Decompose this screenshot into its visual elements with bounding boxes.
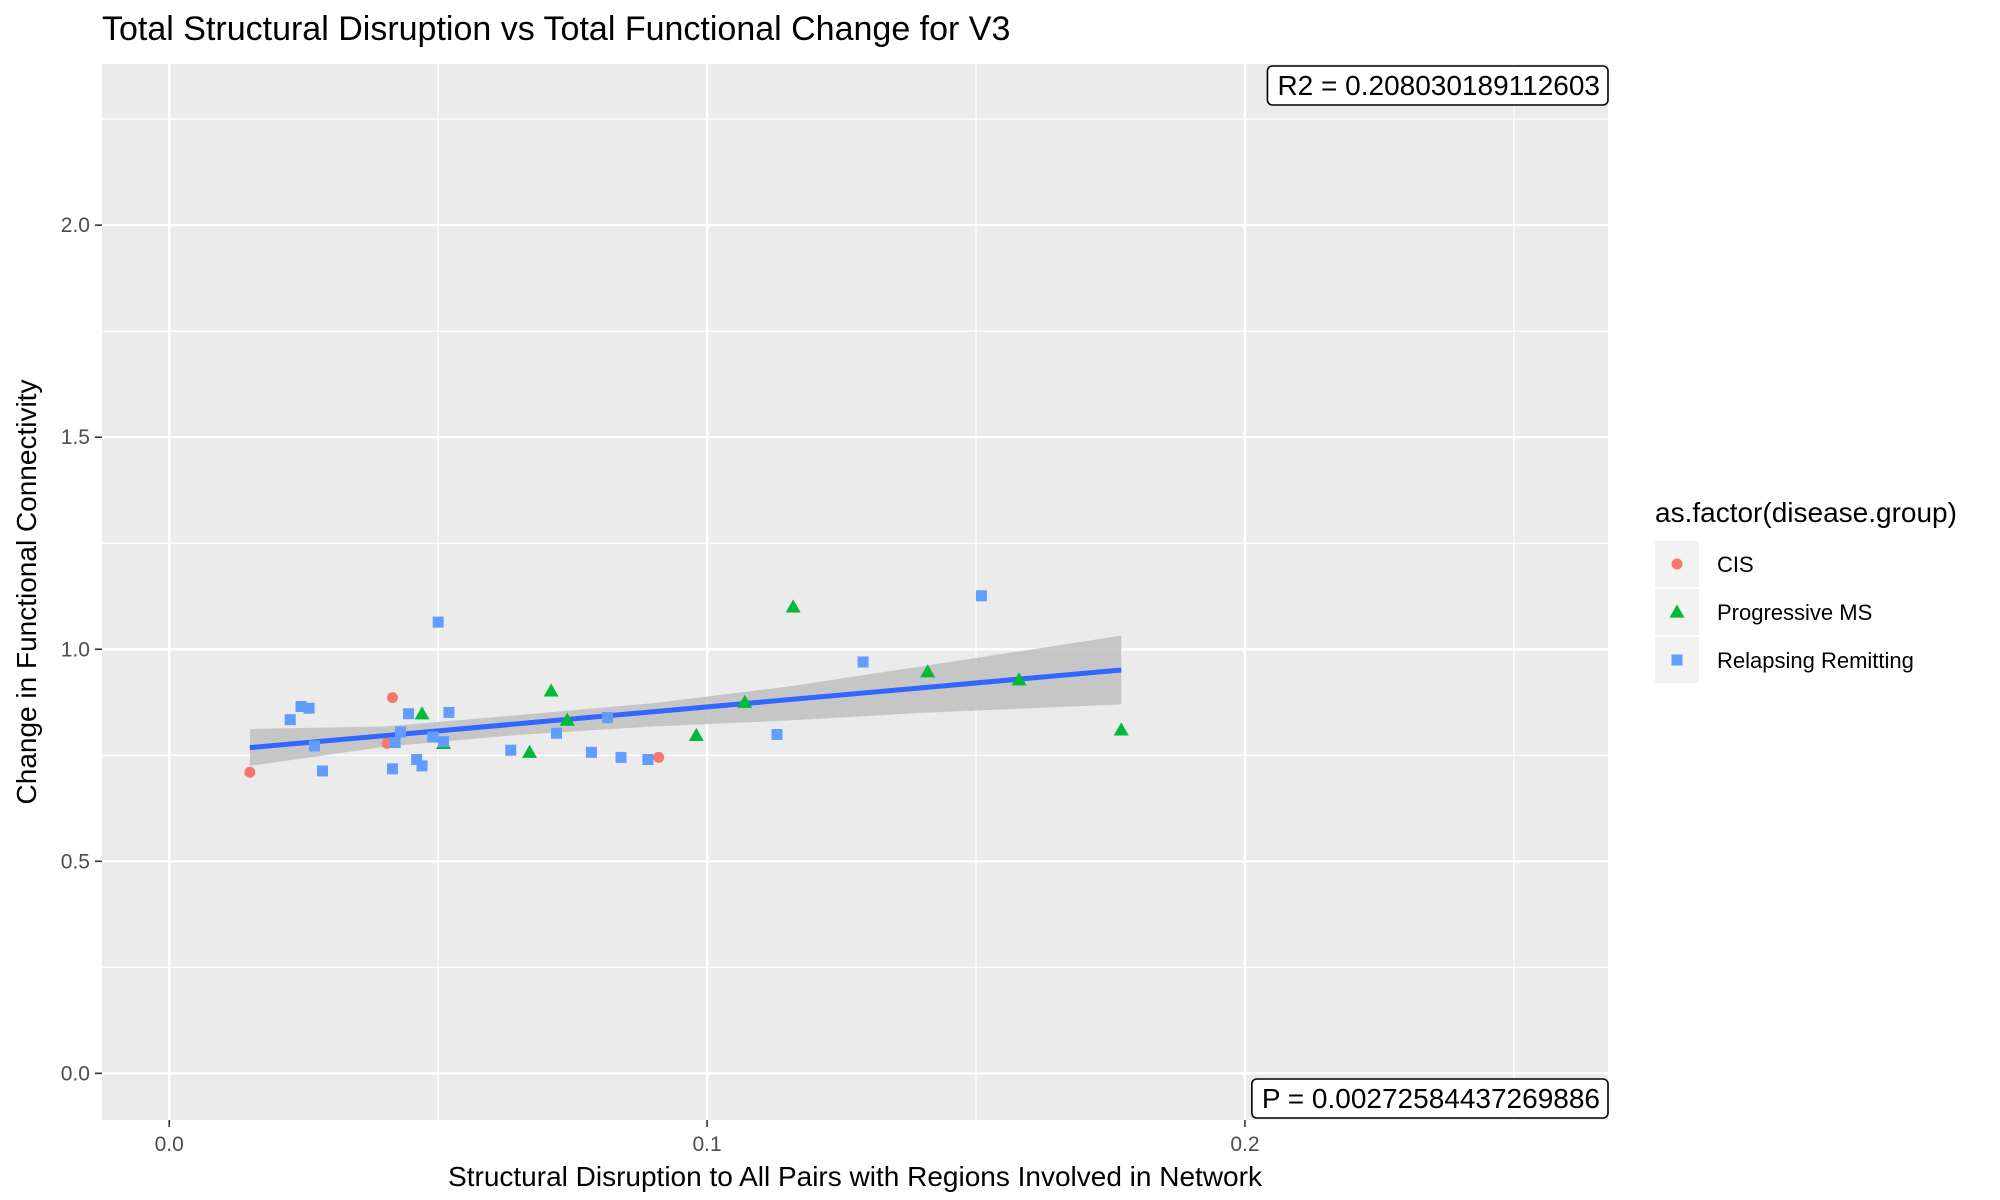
data-point-square bbox=[550, 727, 562, 739]
legend-key-square bbox=[1671, 654, 1683, 666]
r2-annotation-box bbox=[1266, 65, 1609, 106]
data-point-square bbox=[308, 740, 320, 752]
data-point-triangle bbox=[1113, 722, 1129, 736]
legend-key-circle bbox=[1671, 558, 1683, 570]
confidence-band bbox=[249, 635, 1122, 766]
y-tick-label: 1.0 bbox=[61, 638, 90, 661]
data-point-square bbox=[303, 702, 315, 714]
data-point-triangle bbox=[543, 683, 559, 697]
r2-annotation: R2 = 0.208030189112603 bbox=[1266, 65, 1609, 106]
grid-minor bbox=[102, 64, 1608, 1120]
y-tick-label: 1.5 bbox=[61, 426, 90, 449]
data-point-circle bbox=[386, 692, 398, 704]
data-point-square bbox=[284, 714, 296, 726]
data-point-triangle bbox=[522, 744, 538, 758]
r2-annotation-label: R2 = 0.208030189112603 bbox=[1277, 70, 1600, 101]
data-point-square bbox=[975, 590, 987, 602]
data-point-square bbox=[416, 760, 428, 772]
data-point-square bbox=[411, 754, 423, 766]
data-point-square bbox=[857, 656, 869, 668]
x-axis: 0.0 0.1 0.2 bbox=[155, 1120, 1260, 1156]
legend-items: CIS Progressive MS Relapsing Remitting bbox=[1655, 541, 1914, 683]
data-point-circle bbox=[244, 766, 256, 778]
x-tick-label: 0.1 bbox=[692, 1133, 721, 1156]
y-tick-label: 2.0 bbox=[61, 214, 90, 237]
data-point-square bbox=[438, 736, 450, 748]
data-point-square bbox=[585, 746, 597, 758]
plot-panel bbox=[102, 64, 1608, 1120]
data-point-triangle bbox=[785, 599, 801, 613]
data-point-triangle bbox=[920, 664, 936, 678]
legend-label: Progressive MS bbox=[1717, 600, 1872, 625]
data-point-square bbox=[395, 726, 407, 738]
chart-title: Total Structural Disruption vs Total Fun… bbox=[102, 10, 1010, 48]
y-tick-label: 0.0 bbox=[61, 1062, 90, 1085]
p-annotation-box bbox=[1251, 1078, 1609, 1119]
y-tick-label: 0.5 bbox=[61, 850, 90, 873]
data-point-square bbox=[427, 731, 439, 743]
y-axis: 0.0 0.5 1.0 1.5 2.0 bbox=[61, 214, 102, 1085]
p-annotation: P = 0.00272584437269886 bbox=[1251, 1078, 1609, 1119]
data-point-circle bbox=[653, 751, 665, 763]
legend-title: as.factor(disease.group) bbox=[1655, 497, 1957, 528]
data-point-triangle bbox=[1011, 672, 1027, 686]
p-annotation-label: P = 0.00272584437269886 bbox=[1262, 1083, 1600, 1114]
legend-label: CIS bbox=[1717, 552, 1754, 577]
data-point-triangle bbox=[414, 706, 430, 720]
data-point-square bbox=[602, 712, 614, 724]
data-point-square bbox=[642, 754, 654, 766]
grid-major bbox=[102, 64, 1608, 1120]
legend-label: Relapsing Remitting bbox=[1717, 648, 1914, 673]
x-tick-label: 0.2 bbox=[1230, 1133, 1259, 1156]
data-point-square bbox=[317, 765, 329, 777]
data-point-triangle bbox=[737, 694, 753, 708]
data-point-triangle bbox=[559, 712, 575, 726]
data-point-square bbox=[403, 708, 415, 720]
data-point-square bbox=[389, 737, 401, 749]
data-points bbox=[244, 590, 1129, 778]
x-tick-label: 0.0 bbox=[155, 1133, 184, 1156]
data-point-square bbox=[771, 728, 783, 740]
data-point-triangle bbox=[688, 727, 704, 741]
data-point-square bbox=[505, 744, 517, 756]
legend-key-triangle bbox=[1669, 604, 1685, 618]
data-point-square bbox=[615, 751, 627, 763]
y-axis-title: Change in Functional Connectivity bbox=[11, 380, 42, 805]
data-point-square bbox=[386, 763, 398, 775]
legend: as.factor(disease.group) CIS Progressive … bbox=[1655, 497, 1957, 683]
data-point-square bbox=[432, 616, 444, 628]
data-point-square bbox=[295, 701, 307, 713]
x-axis-title: Structural Disruption to All Pairs with … bbox=[448, 1161, 1263, 1192]
data-point-square bbox=[443, 706, 455, 718]
